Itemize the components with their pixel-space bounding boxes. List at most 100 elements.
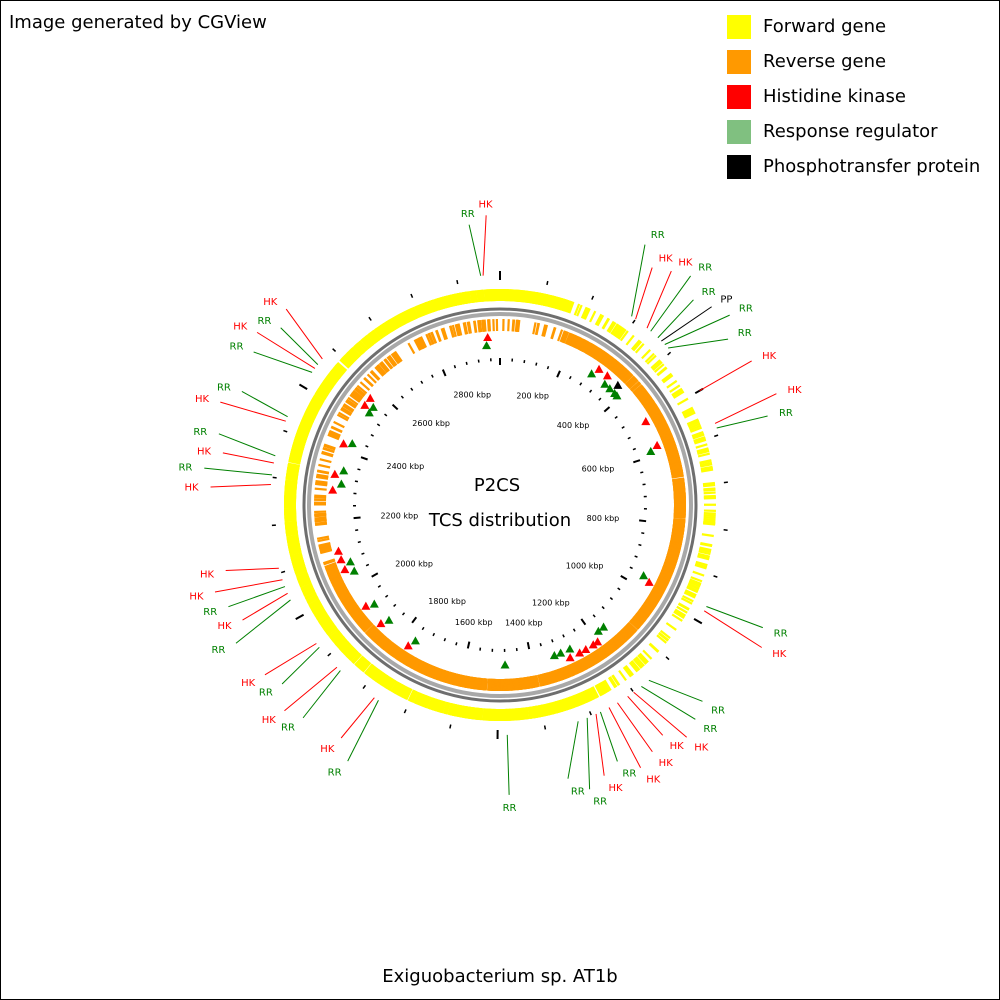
- reverse-gene: [665, 557, 678, 563]
- forward-gene: [560, 699, 566, 712]
- feature-label: HK: [646, 774, 661, 785]
- reverse-gene: [346, 398, 358, 408]
- forward-gene: [387, 679, 397, 691]
- forward-gene: [328, 629, 340, 639]
- inner-tick: [633, 459, 641, 464]
- feature-label: HK: [189, 592, 204, 603]
- inner-tick: [546, 365, 550, 370]
- forward-gene: [374, 327, 384, 339]
- forward-gene: [358, 340, 369, 351]
- forward-gene: [691, 430, 704, 438]
- reverse-gene: [656, 579, 668, 587]
- forward-gene: [376, 326, 385, 338]
- forward-gene: [422, 302, 429, 315]
- reverse-gene: [658, 428, 671, 436]
- reverse-gene: [576, 338, 585, 350]
- legend-swatch-hk: [727, 84, 751, 109]
- tick-label: 200 kbp: [516, 391, 549, 400]
- forward-gene: [590, 687, 598, 699]
- inner-tick: [629, 566, 633, 570]
- reverse-gene: [398, 650, 407, 663]
- forward-gene: [639, 652, 649, 663]
- reverse-gene: [390, 353, 400, 365]
- forward-gene: [328, 372, 339, 382]
- reverse-gene: [314, 494, 327, 498]
- forward-gene: [564, 697, 571, 710]
- reverse-gene: [594, 649, 604, 661]
- forward-gene: [657, 632, 669, 642]
- reverse-gene: [473, 320, 478, 333]
- reverse-gene: [628, 379, 639, 390]
- reverse-gene: [456, 674, 462, 687]
- forward-gene: [339, 358, 350, 369]
- callout-line: [218, 433, 276, 457]
- feature-marker: [593, 626, 603, 635]
- reverse-gene: [333, 420, 345, 429]
- forward-gene: [628, 661, 639, 673]
- callout-line: [706, 606, 763, 629]
- reverse-gene: [481, 319, 486, 332]
- forward-gene: [313, 607, 325, 616]
- forward-gene: [519, 707, 524, 720]
- reverse-gene: [611, 637, 621, 648]
- forward-gene: [697, 553, 710, 559]
- forward-gene: [580, 691, 587, 704]
- reverse-gene: [328, 572, 341, 580]
- forward-gene: [544, 294, 550, 307]
- reverse-gene: [406, 655, 415, 668]
- forward-gene: [342, 644, 353, 655]
- outer-tick: [298, 383, 308, 390]
- reverse-gene: [319, 547, 332, 553]
- forward-gene: [301, 584, 314, 592]
- feature-label: RR: [571, 786, 585, 797]
- reverse-gene: [425, 333, 433, 346]
- forward-gene: [304, 591, 317, 599]
- legend-swatch-rr: [727, 119, 751, 144]
- reverse-gene: [659, 430, 672, 438]
- forward-gene: [683, 591, 696, 599]
- reverse-gene: [316, 473, 329, 478]
- reverse-gene: [488, 319, 492, 332]
- forward-gene: [291, 556, 304, 562]
- forward-gene: [478, 289, 483, 302]
- forward-gene: [390, 680, 399, 693]
- forward-gene: [684, 590, 697, 598]
- feature-label: RR: [328, 767, 342, 778]
- feature-marker: [361, 601, 371, 610]
- backbone-ring-inner: [307, 312, 693, 698]
- feature-label: RR: [622, 768, 636, 779]
- forward-gene: [306, 406, 319, 414]
- reverse-gene: [584, 656, 593, 668]
- inner-tick: [526, 642, 531, 650]
- tick-label: 2000 kbp: [395, 560, 433, 569]
- reverse-gene: [366, 373, 377, 384]
- reverse-gene: [666, 554, 679, 561]
- reverse-gene: [419, 336, 428, 348]
- reverse-gene: [554, 669, 561, 682]
- forward-gene: [700, 463, 713, 468]
- reverse-gene: [445, 671, 452, 684]
- feature-marker: [349, 566, 359, 575]
- forward-gene: [480, 708, 484, 721]
- reverse-gene: [342, 404, 354, 413]
- reverse-gene: [314, 521, 327, 525]
- feature-marker: [500, 660, 510, 669]
- reverse-gene: [612, 362, 622, 374]
- reverse-gene: [553, 669, 560, 683]
- outer-tick: [714, 434, 719, 438]
- inner-tick: [641, 532, 645, 535]
- forward-gene: [420, 303, 427, 316]
- inner-tick: [443, 637, 447, 642]
- reverse-gene: [383, 358, 393, 370]
- forward-gene: [407, 689, 415, 702]
- forward-gene: [682, 408, 695, 416]
- forward-gene: [284, 520, 297, 524]
- forward-gene: [674, 608, 687, 617]
- forward-gene: [610, 323, 620, 335]
- forward-gene: [481, 289, 485, 302]
- forward-gene: [630, 660, 640, 672]
- reverse-gene: [468, 676, 473, 689]
- reverse-gene: [314, 512, 327, 516]
- forward-gene: [530, 706, 535, 719]
- reverse-gene: [625, 375, 636, 386]
